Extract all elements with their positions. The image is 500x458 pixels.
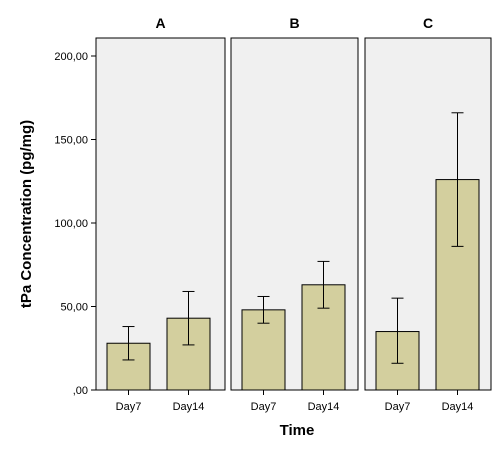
y-tick-label: 50,00	[60, 302, 88, 314]
x-tick-label: Day7	[385, 401, 411, 413]
y-axis: ,00 50,00 100,00 150,00 200,00	[54, 38, 97, 397]
panels-layer: A Day7 Day14 B Day7 Day14 C Day7 Day14	[95, 15, 492, 413]
y-tick-label: 150,00	[54, 135, 88, 147]
panel-title: B	[289, 15, 299, 31]
y-tick-label: 200,00	[54, 51, 88, 63]
x-tick-label: Day7	[251, 401, 277, 413]
y-axis-title: tPa Concentration (pg/mg)	[18, 120, 35, 308]
y-tick-label: ,00	[73, 385, 88, 397]
panel-title: C	[423, 15, 433, 31]
x-tick-label: Day14	[173, 401, 205, 413]
x-tick-label: Day14	[308, 401, 340, 413]
x-axis-title: Time	[280, 422, 315, 439]
panel-a: A Day7 Day14	[95, 15, 226, 413]
x-tick-label: Day7	[116, 401, 142, 413]
panel-title: A	[155, 15, 165, 31]
y-tick-label: 100,00	[54, 218, 88, 230]
panel-b: B Day7 Day14	[230, 15, 359, 413]
panel-c: C Day7 Day14	[364, 15, 492, 413]
x-tick-label: Day14	[442, 401, 474, 413]
